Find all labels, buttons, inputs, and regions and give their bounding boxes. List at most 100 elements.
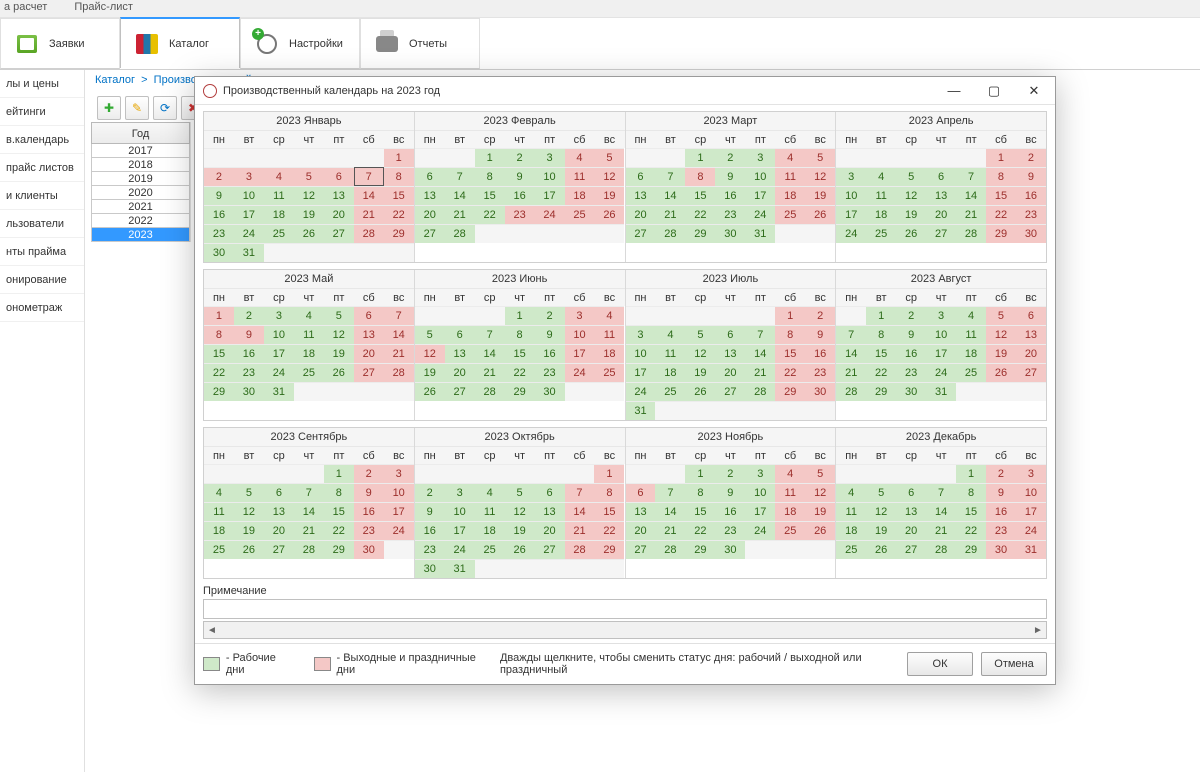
day-cell[interactable]: 23	[805, 363, 835, 382]
day-cell[interactable]: 15	[986, 186, 1016, 205]
day-cell[interactable]: 30	[715, 540, 745, 559]
year-item-2018[interactable]: 2018	[91, 158, 190, 172]
day-cell[interactable]: 25	[565, 205, 595, 224]
day-cell[interactable]: 26	[986, 363, 1016, 382]
day-cell[interactable]: 11	[836, 502, 866, 521]
day-cell[interactable]: 25	[775, 205, 805, 224]
day-cell[interactable]: 8	[685, 167, 715, 186]
day-cell[interactable]: 8	[866, 325, 896, 344]
day-cell[interactable]: 12	[294, 186, 324, 205]
day-cell[interactable]: 4	[204, 483, 234, 502]
day-cell[interactable]: 22	[685, 205, 715, 224]
day-cell[interactable]: 24	[926, 363, 956, 382]
day-cell[interactable]: 3	[745, 464, 775, 483]
day-cell[interactable]: 12	[685, 344, 715, 363]
day-cell[interactable]: 2	[986, 464, 1016, 483]
day-cell[interactable]: 3	[565, 306, 595, 325]
sidebar-item[interactable]: в.календарь	[0, 126, 84, 154]
day-cell[interactable]: 11	[775, 167, 805, 186]
day-cell[interactable]: 14	[956, 186, 986, 205]
day-cell[interactable]: 12	[234, 502, 264, 521]
day-cell[interactable]: 3	[234, 167, 264, 186]
day-cell[interactable]: 21	[926, 521, 956, 540]
sidebar-item[interactable]: лы и цены	[0, 70, 84, 98]
day-cell[interactable]: 15	[685, 502, 715, 521]
day-cell[interactable]: 19	[324, 344, 354, 363]
day-cell[interactable]: 13	[535, 502, 565, 521]
day-cell[interactable]: 5	[986, 306, 1016, 325]
sidebar-item[interactable]: нты прайма	[0, 238, 84, 266]
day-cell[interactable]: 13	[354, 325, 384, 344]
day-cell[interactable]: 20	[896, 521, 926, 540]
day-cell[interactable]: 1	[204, 306, 234, 325]
day-cell[interactable]: 25	[956, 363, 986, 382]
day-cell[interactable]: 27	[445, 382, 475, 401]
day-cell[interactable]: 2	[715, 148, 745, 167]
day-cell[interactable]: 28	[836, 382, 866, 401]
day-cell[interactable]: 3	[445, 483, 475, 502]
day-cell[interactable]: 1	[986, 148, 1016, 167]
day-cell[interactable]: 5	[294, 167, 324, 186]
day-cell[interactable]: 27	[626, 224, 656, 243]
day-cell[interactable]: 22	[204, 363, 234, 382]
day-cell[interactable]: 2	[1016, 148, 1046, 167]
day-cell[interactable]: 1	[475, 148, 505, 167]
day-cell[interactable]: 6	[354, 306, 384, 325]
day-cell[interactable]: 1	[956, 464, 986, 483]
day-cell[interactable]: 8	[475, 167, 505, 186]
day-cell[interactable]: 18	[956, 344, 986, 363]
day-cell[interactable]: 21	[384, 344, 414, 363]
day-cell[interactable]: 12	[415, 344, 445, 363]
day-cell[interactable]: 2	[535, 306, 565, 325]
day-cell[interactable]: 4	[956, 306, 986, 325]
day-cell[interactable]: 26	[234, 540, 264, 559]
day-cell[interactable]: 8	[324, 483, 354, 502]
day-cell[interactable]: 16	[415, 521, 445, 540]
day-cell[interactable]: 24	[745, 205, 775, 224]
day-cell[interactable]: 26	[805, 205, 835, 224]
day-cell[interactable]: 19	[294, 205, 324, 224]
day-cell[interactable]: 11	[775, 483, 805, 502]
day-cell[interactable]: 19	[594, 186, 624, 205]
day-cell[interactable]: 10	[1016, 483, 1046, 502]
day-cell[interactable]: 7	[655, 167, 685, 186]
day-cell[interactable]: 24	[836, 224, 866, 243]
day-cell[interactable]: 11	[655, 344, 685, 363]
day-cell[interactable]: 5	[234, 483, 264, 502]
day-cell[interactable]: 11	[866, 186, 896, 205]
day-cell[interactable]: 29	[866, 382, 896, 401]
day-cell[interactable]: 13	[264, 502, 294, 521]
day-cell[interactable]: 28	[956, 224, 986, 243]
day-cell[interactable]: 17	[836, 205, 866, 224]
day-cell[interactable]: 18	[775, 186, 805, 205]
day-cell[interactable]: 7	[655, 483, 685, 502]
day-cell[interactable]: 20	[715, 363, 745, 382]
day-cell[interactable]: 29	[384, 224, 414, 243]
day-cell[interactable]: 16	[986, 502, 1016, 521]
day-cell[interactable]: 15	[685, 186, 715, 205]
day-cell[interactable]: 29	[685, 224, 715, 243]
day-cell[interactable]: 21	[445, 205, 475, 224]
day-cell[interactable]: 30	[1016, 224, 1046, 243]
day-cell[interactable]: 14	[445, 186, 475, 205]
day-cell[interactable]: 26	[896, 224, 926, 243]
day-cell[interactable]: 8	[685, 483, 715, 502]
day-cell[interactable]: 23	[1016, 205, 1046, 224]
day-cell[interactable]: 2	[354, 464, 384, 483]
day-cell[interactable]: 24	[264, 363, 294, 382]
day-cell[interactable]: 14	[384, 325, 414, 344]
day-cell[interactable]: 16	[204, 205, 234, 224]
day-cell[interactable]: 30	[896, 382, 926, 401]
day-cell[interactable]: 12	[594, 167, 624, 186]
year-item-2023[interactable]: 2023	[91, 228, 190, 242]
day-cell[interactable]: 7	[384, 306, 414, 325]
day-cell[interactable]: 21	[745, 363, 775, 382]
day-cell[interactable]: 7	[294, 483, 324, 502]
day-cell[interactable]: 12	[805, 167, 835, 186]
day-cell[interactable]: 26	[594, 205, 624, 224]
day-cell[interactable]: 3	[836, 167, 866, 186]
day-cell[interactable]: 9	[715, 167, 745, 186]
day-cell[interactable]: 21	[354, 205, 384, 224]
day-cell[interactable]: 5	[594, 148, 624, 167]
day-cell[interactable]: 9	[415, 502, 445, 521]
